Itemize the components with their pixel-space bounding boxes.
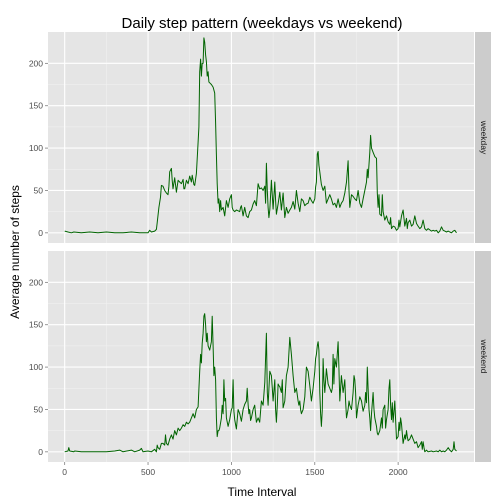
panel-background xyxy=(48,251,474,462)
x-tick-label: 2000 xyxy=(389,467,408,477)
facet-label: weekend xyxy=(479,338,489,373)
y-tick-label: 200 xyxy=(29,277,43,287)
x-tick-label: 500 xyxy=(141,467,155,477)
facet-label: weekday xyxy=(479,120,489,155)
chart-title: Daily step pattern (weekdays vs weekend) xyxy=(122,15,403,32)
y-tick-label: 100 xyxy=(29,362,43,372)
y-tick-label: 100 xyxy=(29,143,43,153)
y-tick-label: 50 xyxy=(34,185,44,195)
x-tick-label: 1500 xyxy=(305,467,324,477)
y-tick-label: 200 xyxy=(29,58,43,68)
y-tick-label: 150 xyxy=(29,101,43,111)
x-tick-label: 0 xyxy=(62,467,67,477)
y-tick-label: 0 xyxy=(38,447,43,457)
x-tick-label: 1000 xyxy=(222,467,241,477)
series-line-weekend xyxy=(64,313,457,453)
x-axis-title: Time Interval xyxy=(228,485,297,499)
series-line-weekday xyxy=(64,37,457,234)
panel-background xyxy=(48,32,474,243)
y-tick-label: 0 xyxy=(38,228,43,238)
y-tick-label: 50 xyxy=(34,404,44,414)
facet-strip xyxy=(475,251,491,462)
panel-weekend: 0 50 100 150 200 weekend 0 500 1000 1500 2000 xyxy=(29,251,491,477)
y-axis-title: Average number of steps xyxy=(8,185,22,319)
facet-strip xyxy=(475,32,491,243)
y-tick-label: 150 xyxy=(29,320,43,330)
panel-weekday: 0 50 100 150 200 weekday xyxy=(29,32,491,243)
panels: 0 50 100 150 200 weekday 0 50 100 150 200 weekend 0 5… xyxy=(29,32,491,477)
